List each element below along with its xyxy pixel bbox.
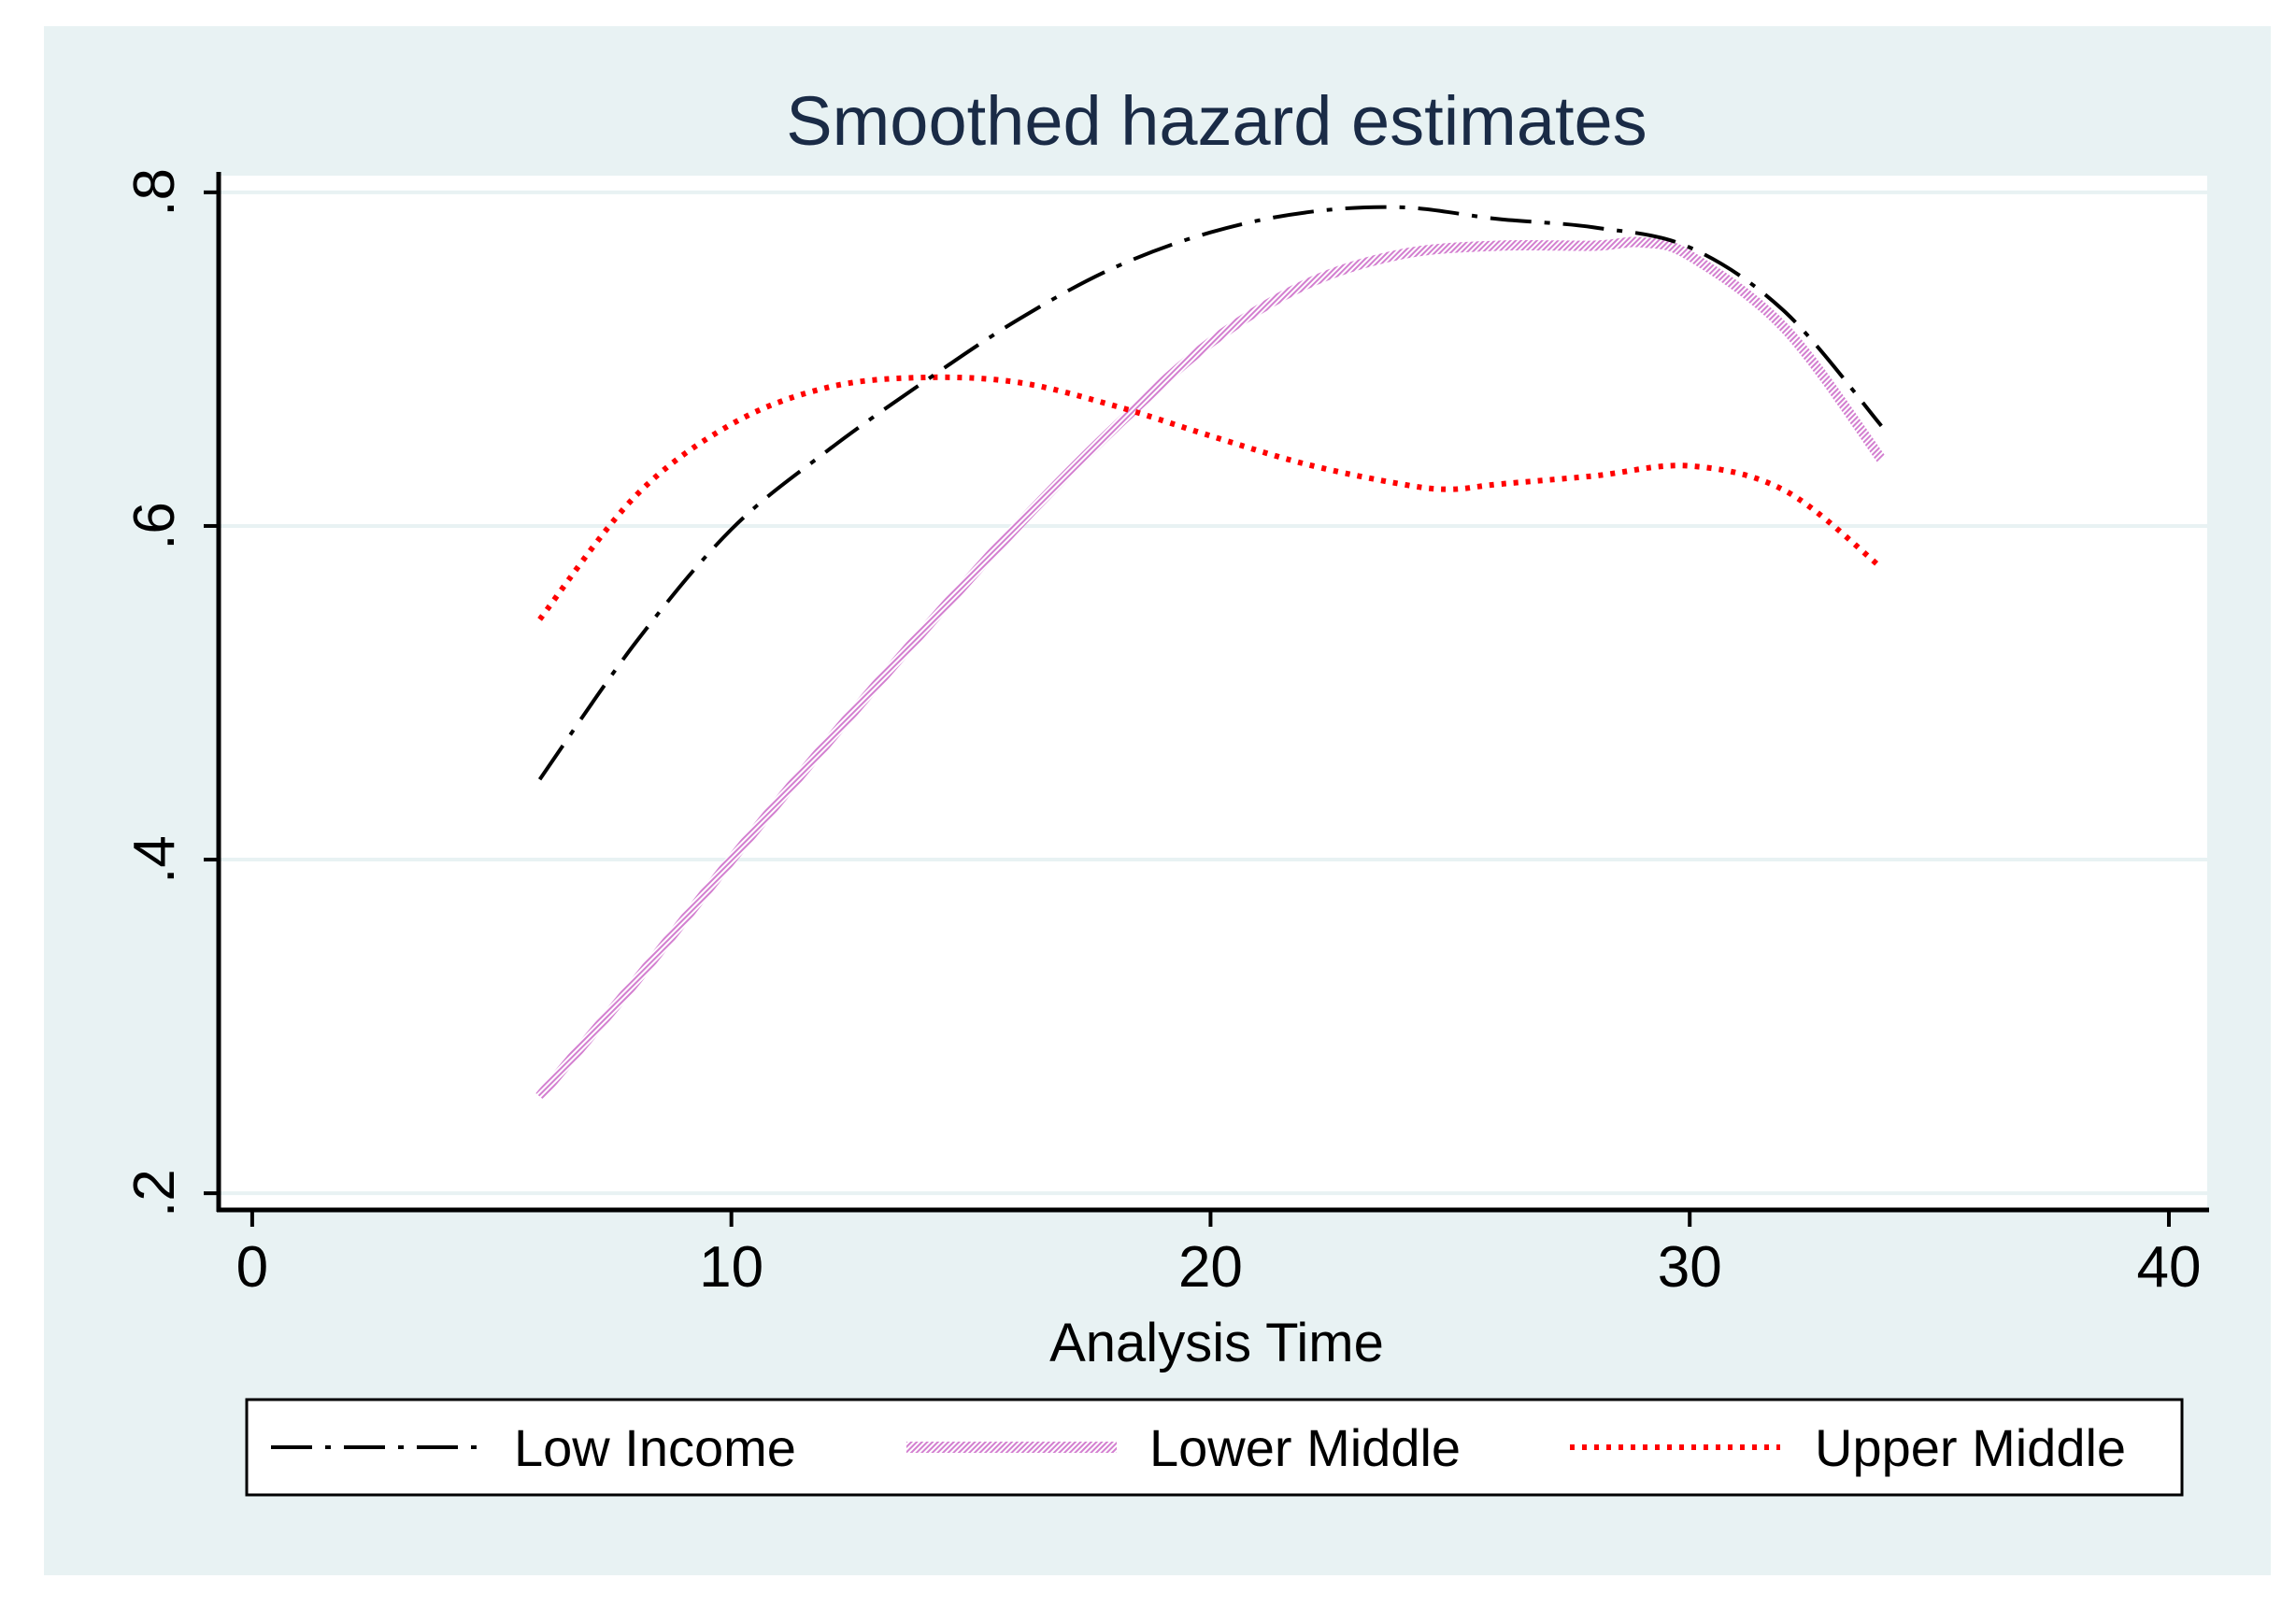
legend: Low Income Lower Middle Upper Middle	[245, 1398, 2184, 1497]
y-tick-label-2: .6	[122, 502, 187, 550]
series-line-lower-middle	[535, 236, 1886, 1101]
x-tick-label-1: 10	[699, 1235, 763, 1300]
y-tick-label-3: .8	[122, 168, 187, 217]
legend-swatch-lower-middle	[906, 1442, 1117, 1453]
legend-label-low-income: Low Income	[514, 1418, 796, 1477]
legend-box	[245, 1398, 2184, 1497]
x-tick-label-4: 40	[2136, 1235, 2201, 1300]
y-tick-label-0: .2	[122, 1169, 187, 1217]
series-line-low-income	[537, 205, 1883, 781]
legend-label-upper-middle: Upper Middle	[1815, 1418, 2126, 1477]
x-axis-label: Analysis Time	[1049, 1313, 1384, 1373]
legend-label-lower-middle: Lower Middle	[1149, 1418, 1461, 1477]
x-tick-label-3: 30	[1658, 1235, 1722, 1300]
x-tick-label-2: 20	[1178, 1235, 1243, 1300]
y-tick-label-1: .4	[122, 835, 187, 884]
chart-title: Smoothed hazard estimates	[786, 82, 1647, 160]
plot-area	[219, 176, 2207, 1210]
x-tick-label-0: 0	[236, 1235, 268, 1300]
